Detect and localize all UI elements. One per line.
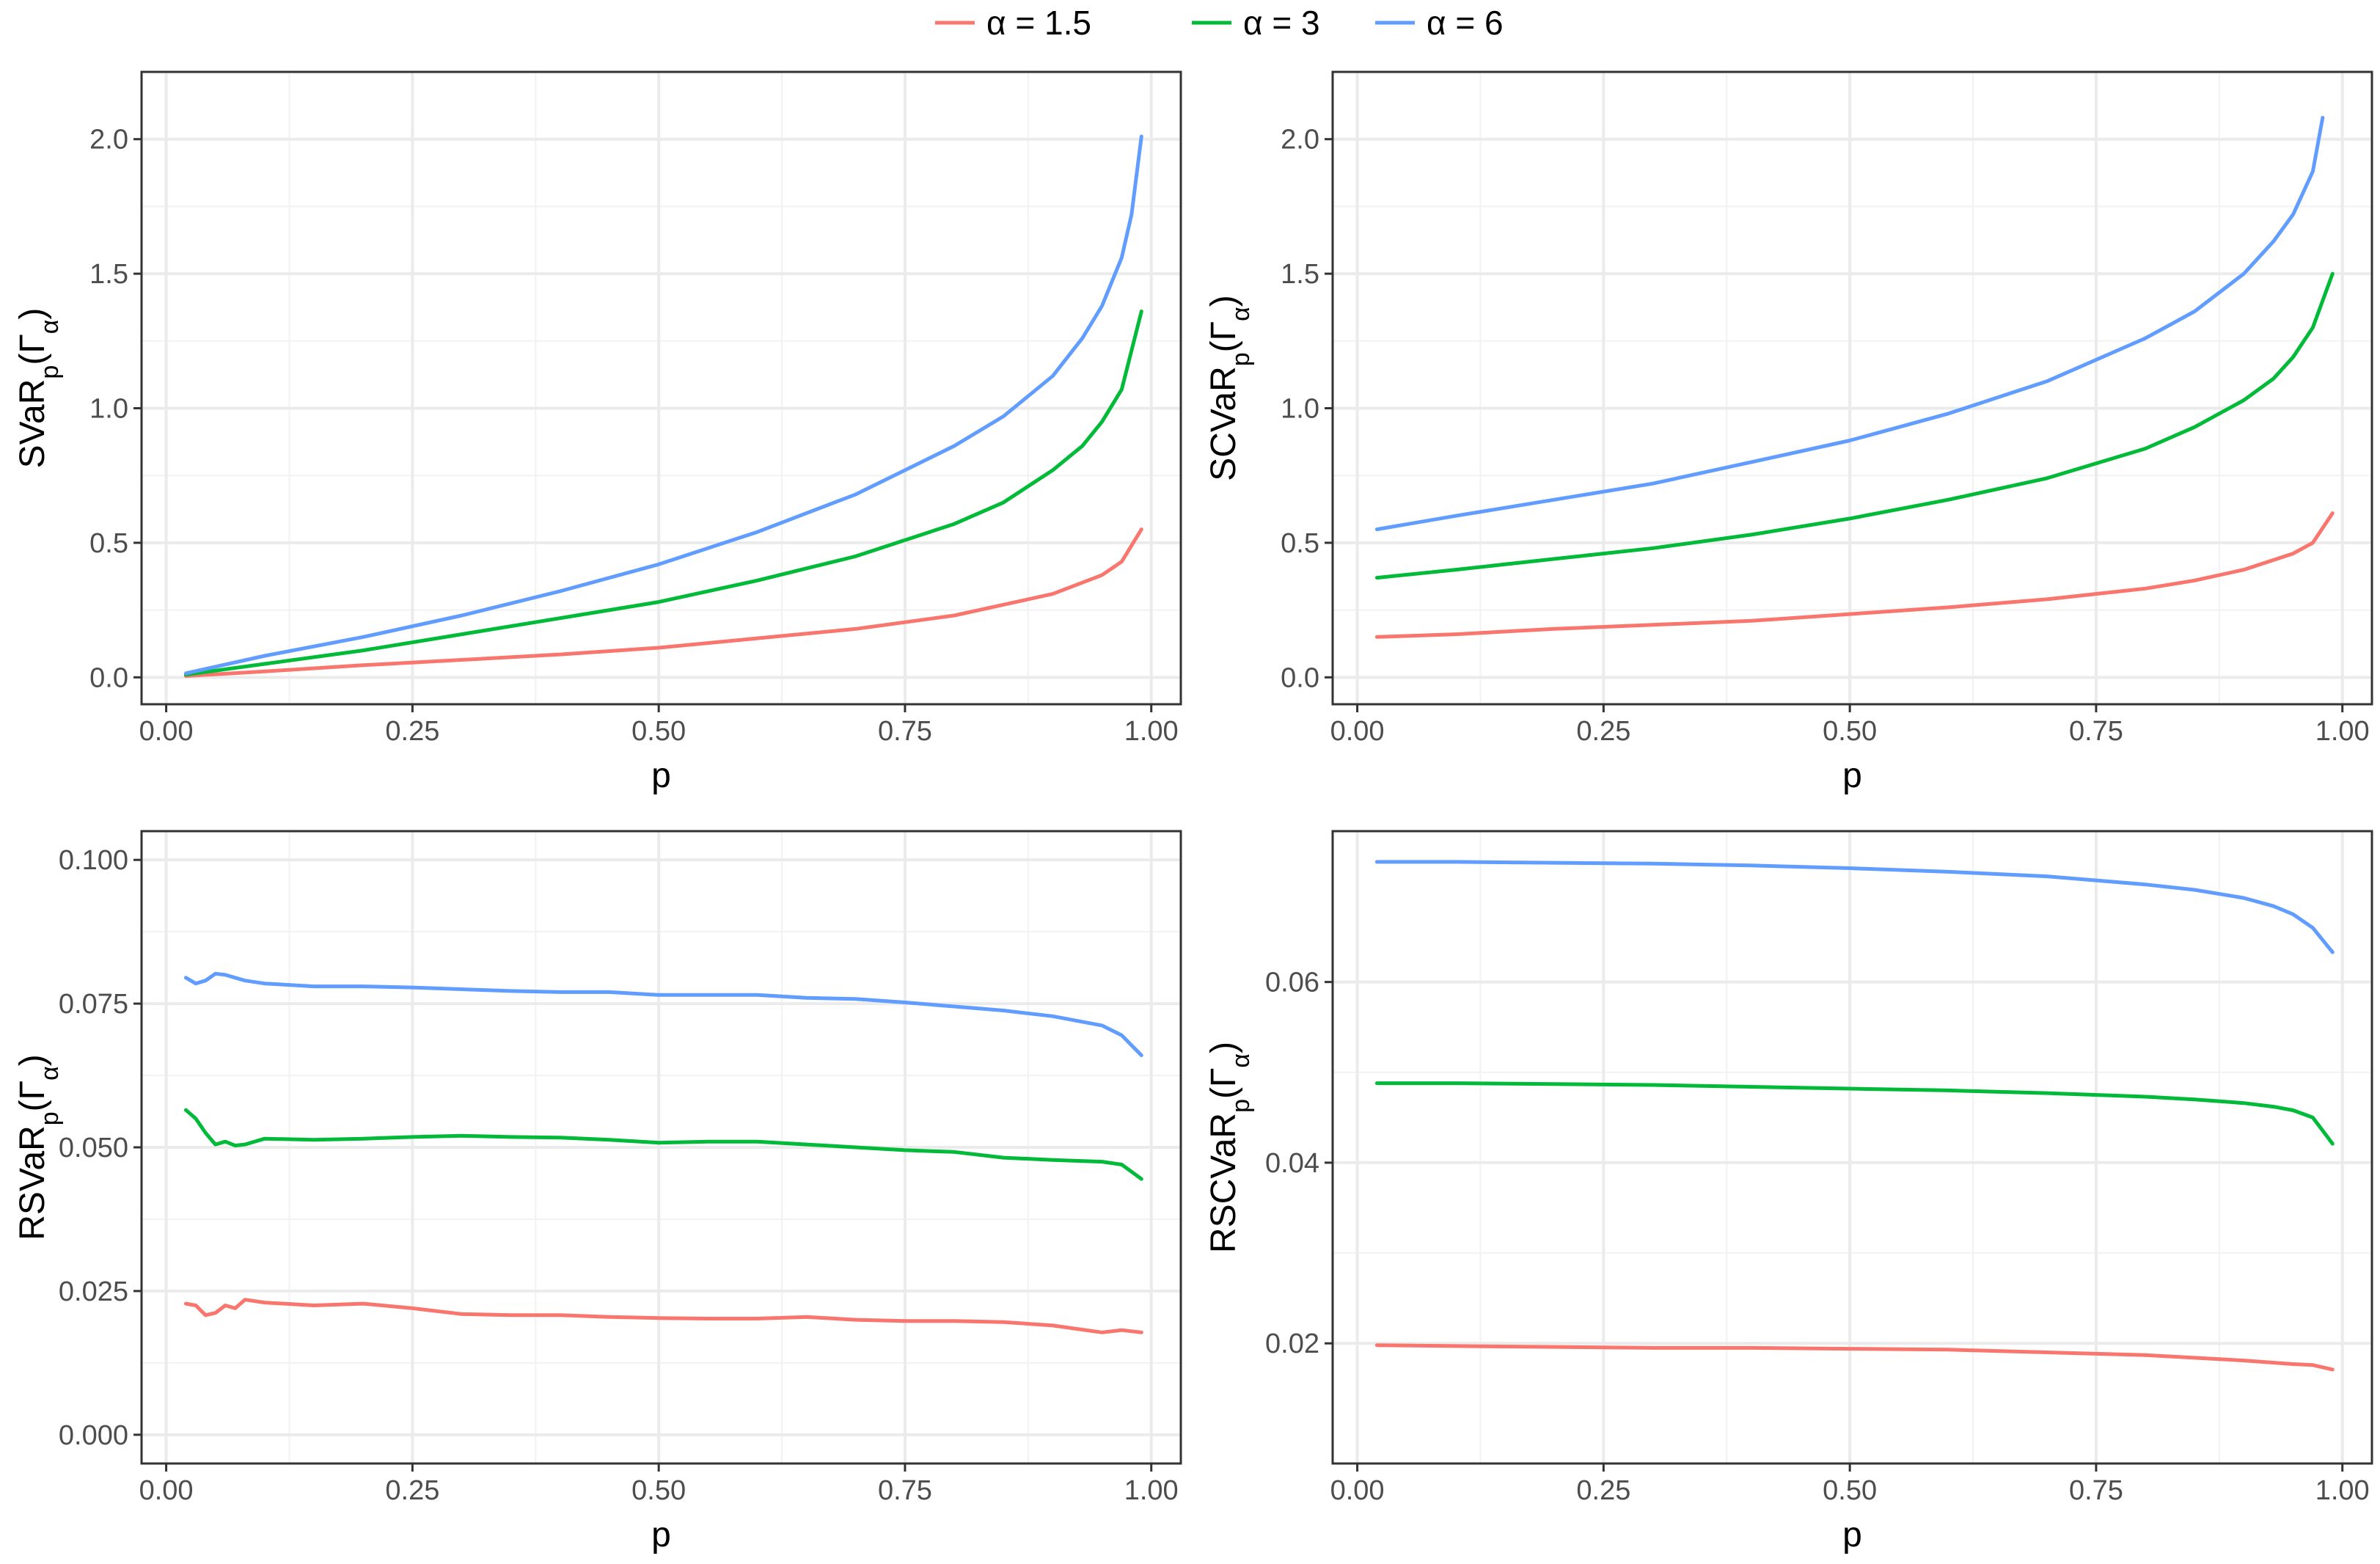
series-line-2 — [1374, 115, 2325, 532]
panel-border — [140, 70, 1182, 706]
panel-border — [1331, 830, 2373, 1465]
panel-bottom-right: 0.00 0.25 0.50 0.75 1.00 0.02 0.04 0.06 p RSCVaRp… — [1204, 830, 2373, 1554]
x-tick-label: 0.75 — [2069, 1475, 2123, 1506]
y-tick-label: 0.02 — [1265, 1329, 1319, 1359]
y-axis-title: SCVaRp(Γα) — [1204, 295, 1255, 480]
series-line-0 — [1374, 511, 2335, 639]
series-line-0 — [183, 1298, 1143, 1334]
panel-top-left: 0.00 0.25 0.50 0.75 1.00 0.0 0.5 1.0 1.5 2.0 p SVaR… — [13, 70, 1182, 795]
x-axis-title: p — [651, 1516, 671, 1554]
panel-background — [1333, 831, 2372, 1463]
x-tick-label: 0.00 — [1330, 1475, 1385, 1506]
y-tick-label: 0.075 — [59, 989, 128, 1020]
x-tick-label: 0.75 — [2069, 716, 2123, 747]
series-line-2 — [1374, 860, 2335, 954]
x-tick-label: 0.25 — [1576, 716, 1630, 747]
y-tick-label: 0.0 — [1281, 662, 1319, 693]
x-tick-label: 0.00 — [1330, 716, 1385, 747]
legend-label-0: α = 1.5 — [986, 4, 1091, 42]
y-tick-label: 0.100 — [59, 845, 128, 876]
legend-label-2: α = 6 — [1427, 4, 1504, 42]
x-tick-label: 0.25 — [1576, 1475, 1630, 1506]
y-tick-label: 0.5 — [1281, 528, 1319, 559]
x-tick-label: 0.00 — [139, 716, 194, 747]
series-line-2 — [183, 134, 1143, 676]
y-axis-title: RSCVaRp(Γα) — [1204, 1042, 1255, 1253]
series-line-2 — [183, 971, 1143, 1058]
y-tick-label: 0.0 — [89, 662, 128, 693]
y-tick-label: 1.0 — [1281, 394, 1319, 425]
x-tick-label: 0.75 — [878, 1475, 932, 1506]
x-axis-title: p — [651, 756, 671, 795]
x-tick-label: 0.50 — [631, 1475, 686, 1506]
panel-background — [142, 72, 1181, 704]
x-tick-label: 1.00 — [2315, 716, 2370, 747]
y-tick-label: 2.0 — [89, 125, 128, 156]
panel-border — [1331, 70, 2373, 706]
y-tick-label: 0.050 — [59, 1133, 128, 1163]
y-tick-label: 2.0 — [1281, 125, 1319, 156]
x-tick-label: 0.50 — [631, 716, 686, 747]
series-line-1 — [183, 310, 1143, 677]
panel-background — [1333, 72, 2372, 704]
y-tick-label: 0.000 — [59, 1420, 128, 1451]
x-tick-label: 1.00 — [1124, 716, 1179, 747]
legend: α = 1.5 α = 3 α = 6 — [935, 4, 1504, 42]
series-line-0 — [1374, 1343, 2335, 1372]
legend-label-1: α = 3 — [1243, 4, 1320, 42]
series-line-0 — [183, 527, 1143, 678]
panel-top-right: 0.00 0.25 0.50 0.75 1.00 0.0 0.5 1.0 1.5 2.0 p SCVa… — [1204, 70, 2373, 795]
x-tick-label: 0.00 — [139, 1475, 194, 1506]
y-tick-label: 0.5 — [89, 528, 128, 559]
x-tick-label: 1.00 — [2315, 1475, 2370, 1506]
panel-bottom-left: 0.00 0.25 0.50 0.75 1.00 0.000 0.025 0.050 0.075… — [13, 830, 1182, 1554]
x-tick-label: 0.75 — [878, 716, 932, 747]
y-tick-label: 1.0 — [89, 394, 128, 425]
y-tick-label: 0.06 — [1265, 968, 1319, 998]
x-axis-title: p — [1842, 756, 1862, 795]
x-tick-label: 0.25 — [385, 1475, 439, 1506]
y-tick-label: 1.5 — [89, 259, 128, 290]
y-tick-label: 0.025 — [59, 1276, 128, 1307]
series-line-1 — [1374, 271, 2335, 580]
x-axis-title: p — [1842, 1516, 1862, 1554]
x-tick-label: 0.50 — [1823, 716, 1877, 747]
y-axis-title: SVaRp(Γα) — [13, 308, 64, 469]
x-tick-label: 0.50 — [1823, 1475, 1877, 1506]
y-tick-label: 0.04 — [1265, 1148, 1319, 1179]
series-line-1 — [1374, 1081, 2335, 1146]
chart-panels: 0.00 0.25 0.50 0.75 1.00 0.0 0.5 1.0 1.5 2.0 p SVaR… — [13, 70, 2373, 1554]
x-tick-label: 0.25 — [385, 716, 439, 747]
x-tick-label: 1.00 — [1124, 1475, 1179, 1506]
series-line-1 — [183, 1108, 1143, 1181]
y-axis-title: RSVaRp(Γα) — [13, 1054, 64, 1240]
y-tick-label: 1.5 — [1281, 259, 1319, 290]
